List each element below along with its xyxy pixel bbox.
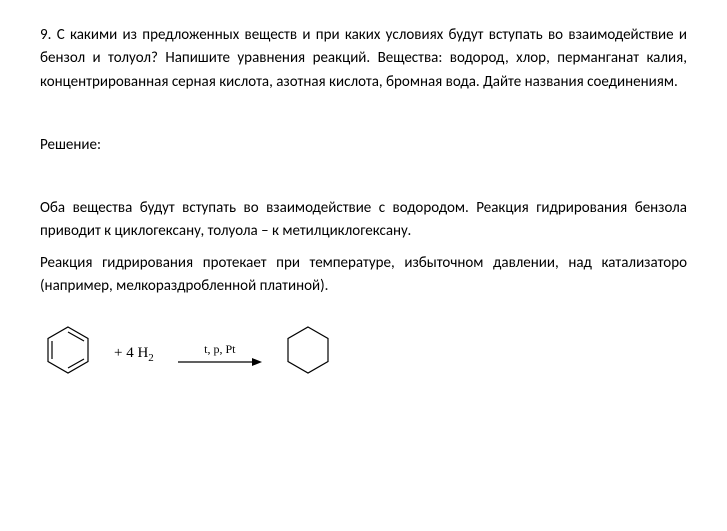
- reaction-equation: + 4 H2 t, p, Pt: [40, 322, 687, 386]
- reagent-text: + 4 H2: [114, 342, 154, 367]
- reagent-subscript: 2: [148, 352, 154, 364]
- solution-paragraph-1: Оба вещества будут вступать во взаимодей…: [40, 197, 687, 244]
- arrow-icon: [178, 356, 262, 368]
- cyclohexane-icon: [280, 322, 336, 386]
- question-number: 9.: [40, 26, 51, 44]
- reagent-prefix: + 4 H: [114, 345, 148, 361]
- benzene-icon: [40, 322, 96, 386]
- question-block: 9. С какими из предложенных веществ и пр…: [40, 24, 687, 94]
- solution-label: Решение:: [40, 134, 687, 157]
- solution-paragraph-2: Реакция гидрирования протекает при темпе…: [40, 252, 687, 299]
- question-text: С какими из предложенных веществ и при к…: [40, 26, 687, 91]
- reaction-arrow-block: t, p, Pt: [178, 340, 262, 369]
